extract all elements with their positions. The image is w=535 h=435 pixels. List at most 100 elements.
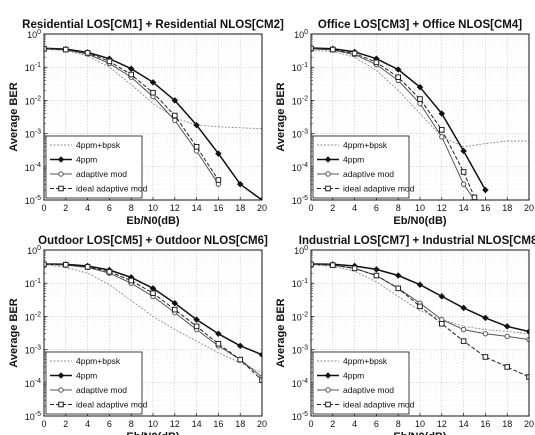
diamond-marker: [236, 342, 244, 350]
diamond-marker: [57, 372, 65, 379]
diamond-marker: [438, 110, 446, 117]
x-tick-label: 10: [148, 419, 158, 429]
square-marker: [150, 290, 156, 296]
y-tick-label: 10-3: [292, 129, 308, 140]
panel-title: Residential LOS[CM1] + Residential NLOS[…: [22, 19, 284, 31]
y-axis-label: Average BER: [8, 298, 20, 367]
x-tick-label: 14: [192, 419, 202, 429]
legend-entry-label: ideal adaptive mod: [343, 400, 415, 410]
y-tick-label: 10-4: [292, 162, 308, 173]
x-tick-label: 18: [235, 203, 245, 213]
diamond-marker: [57, 156, 65, 163]
square-marker: [84, 264, 91, 270]
series-4ppm-bpsk: [311, 264, 529, 335]
circle-marker: [460, 181, 467, 187]
square-marker: [172, 112, 178, 119]
square-marker: [330, 46, 336, 53]
circle-marker: [460, 326, 467, 333]
x-axis-label: Eb/N0(dB): [126, 215, 180, 227]
square-marker: [504, 364, 510, 370]
y-tick-label: 10-2: [292, 95, 308, 106]
x-tick-label: 12: [170, 203, 180, 213]
plot-panel-4: 0 2 4 6 8 10 12 14 16 18 20 100 10-1 10-2 10-3 10-4 10-5…: [275, 235, 535, 435]
y-tick-label: 10-2: [292, 311, 308, 322]
legend-entry-label: ideal adaptive mod: [76, 184, 148, 194]
y-tick-label: 10-1: [25, 62, 41, 73]
square-marker: [417, 303, 423, 310]
square-marker: [63, 46, 69, 53]
square-marker: [373, 272, 380, 279]
y-tick-label: 10-2: [25, 311, 41, 322]
diamond-marker: [149, 79, 157, 86]
x-tick-label: 8: [396, 203, 401, 213]
y-tick-label: 10-5: [292, 411, 308, 422]
y-tick-label: 100: [294, 29, 308, 40]
x-tick-label: 4: [85, 203, 90, 213]
x-tick-label: 4: [352, 419, 357, 429]
circle-marker: [417, 100, 423, 107]
y-tick-label: 100: [294, 245, 308, 256]
legend-entry-label: adaptive mod: [343, 385, 394, 395]
y-axis-label: Average BER: [275, 82, 287, 151]
square-marker: [395, 285, 401, 292]
diamond-marker: [416, 281, 424, 288]
square-marker: [325, 185, 331, 192]
series-ideal-adaptive-mod: [44, 261, 262, 383]
x-tick-label: 0: [308, 203, 313, 213]
x-tick-label: 16: [480, 203, 490, 213]
x-tick-label: 16: [213, 203, 223, 213]
diamond-marker: [171, 97, 179, 104]
diamond-marker: [324, 156, 332, 163]
plot-panel-3: 0 2 4 6 8 10 12 14 16 18 20 100 10-1 10-2 10-3 10-4 10-5…: [8, 235, 268, 435]
x-tick-label: 6: [374, 203, 379, 213]
legend-box: [45, 351, 143, 415]
square-marker: [106, 58, 113, 65]
plot-panel-2: 0 2 4 6 8 10 12 14 16 18 20 100 10-1 10-2 10-3 10-4 10-5…: [275, 19, 534, 227]
square-marker: [172, 306, 178, 313]
diamond-marker: [394, 272, 402, 279]
legend-entry-label: adaptive mod: [343, 169, 394, 179]
square-marker: [526, 374, 529, 380]
square-marker: [325, 401, 331, 408]
legend: 4ppm+bpsk 4ppm adaptive mod ideal adaptive …: [45, 351, 148, 415]
x-tick-label: 10: [415, 419, 425, 429]
y-tick-label: 10-4: [25, 378, 41, 389]
diamond-marker: [324, 372, 332, 379]
x-tick-label: 2: [63, 203, 68, 213]
x-tick-label: 4: [352, 203, 357, 213]
y-tick-label: 10-3: [25, 345, 41, 356]
square-marker: [417, 96, 423, 102]
square-marker: [330, 262, 336, 268]
x-axis-label: Eb/N0(dB): [393, 215, 447, 227]
x-tick-label: 6: [107, 419, 112, 429]
legend-entry-label: 4ppm: [76, 371, 97, 381]
circle-marker: [439, 134, 445, 140]
diamond-marker: [482, 186, 489, 194]
x-tick-label: 14: [192, 203, 202, 213]
square-marker: [58, 185, 64, 192]
x-tick-label: 8: [129, 419, 134, 429]
x-tick-label: 12: [437, 419, 447, 429]
x-tick-label: 18: [235, 419, 245, 429]
square-marker: [471, 194, 478, 200]
x-tick-label: 8: [396, 419, 401, 429]
x-tick-label: 16: [480, 419, 490, 429]
y-tick-label: 10-3: [25, 129, 41, 140]
square-marker: [439, 127, 445, 133]
x-tick-label: 10: [148, 203, 158, 213]
square-marker: [150, 89, 156, 96]
y-tick-label: 10-2: [25, 95, 41, 106]
x-tick-label: 0: [41, 203, 46, 213]
x-tick-label: 0: [308, 419, 313, 429]
x-tick-label: 8: [129, 203, 134, 213]
series-line: [311, 264, 529, 335]
panel-title: Outdoor LOS[CM5] + Outdoor NLOS[CM6]: [38, 235, 268, 247]
panel-title: Industrial LOS[CM7] + Industrial NLOS[CM…: [299, 235, 535, 247]
series-ideal-adaptive-mod: [311, 45, 478, 200]
legend: 4ppm+bpsk 4ppm adaptive mod ideal adaptive …: [312, 135, 415, 199]
y-tick-label: 10-5: [25, 195, 41, 206]
y-tick-label: 10-5: [25, 411, 41, 422]
series-line: [44, 264, 262, 374]
x-tick-label: 2: [63, 419, 68, 429]
